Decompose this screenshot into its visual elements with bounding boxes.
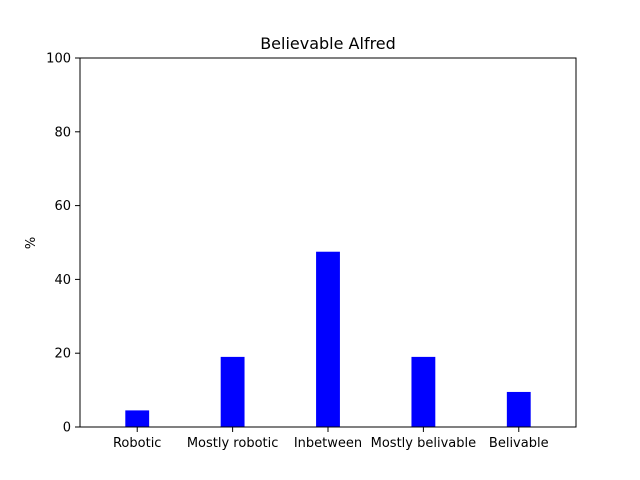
plot-frame <box>79 57 577 428</box>
x-tick-label-mostly-belivable: Mostly belivable <box>371 436 476 451</box>
bar-mostly-belivable <box>411 356 436 427</box>
y-tick-label: 60 <box>54 199 71 214</box>
x-tick-label-mostly-robotic: Mostly robotic <box>187 436 279 451</box>
bars <box>125 251 531 427</box>
y-tick-label: 40 <box>54 273 71 288</box>
y-axis-ticks: 0 20 40 60 80 100 <box>46 52 80 436</box>
x-tick-label-robotic: Robotic <box>113 436 161 451</box>
bar-mostly-robotic <box>220 356 245 427</box>
y-tick-label: 0 <box>63 421 71 436</box>
bar-robotic <box>125 410 150 427</box>
y-tick-label: 80 <box>54 125 71 140</box>
y-tick-label: 100 <box>46 52 71 67</box>
x-tick-label-belivable: Belivable <box>489 436 549 451</box>
y-axis-label: % <box>24 237 39 249</box>
bar-inbetween <box>316 251 340 427</box>
x-tick-label-inbetween: Inbetween <box>294 436 362 451</box>
y-tick-label: 20 <box>54 347 71 362</box>
x-axis-ticks: Robotic Mostly robotic Inbetween Mostly bel… <box>113 427 549 451</box>
bar-belivable <box>506 391 531 427</box>
chart-title: Believable Alfred <box>260 34 396 53</box>
